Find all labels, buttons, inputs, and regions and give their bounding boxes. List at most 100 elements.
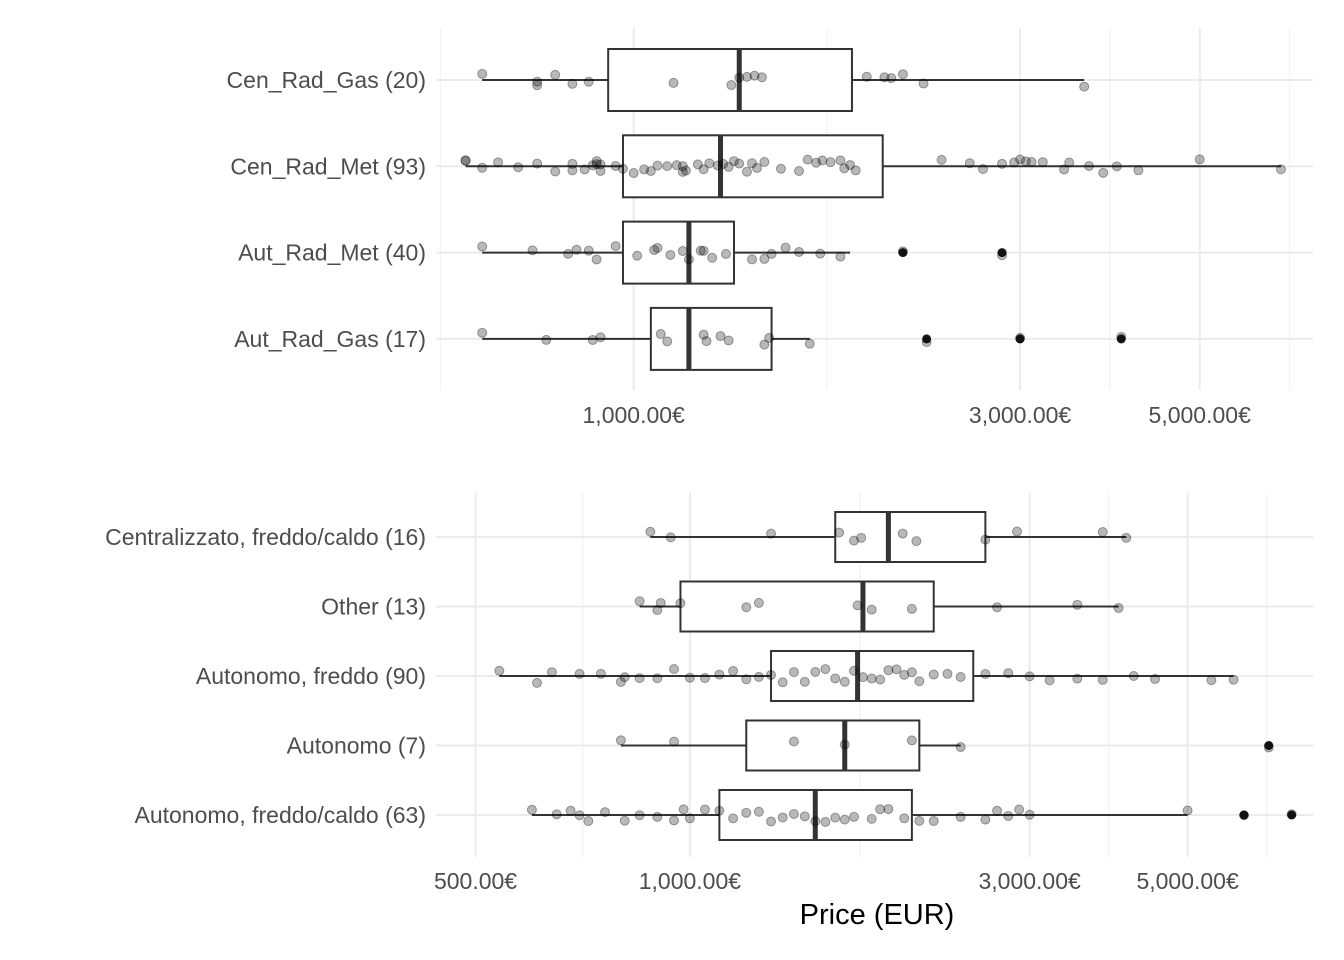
jitter-point: [587, 334, 598, 345]
jitter-point: [714, 669, 725, 680]
jitter-point: [665, 532, 676, 543]
jitter-point: [591, 254, 602, 265]
category-label: Cen_Rad_Gas (20): [227, 67, 426, 93]
jitter-point: [645, 166, 656, 177]
jitter-point: [857, 672, 868, 683]
jitter-point: [852, 600, 863, 611]
jitter-point: [753, 671, 764, 682]
jitter-point: [918, 78, 929, 89]
jitter-point: [1024, 671, 1035, 682]
jitter-point: [997, 158, 1008, 169]
jitter-point: [551, 809, 562, 820]
jitter-point: [698, 329, 709, 340]
jitter-point: [600, 807, 611, 818]
jitter-point: [715, 331, 726, 342]
jitter-point: [747, 158, 758, 169]
jitter-point: [955, 811, 966, 822]
jitter-point: [477, 241, 488, 252]
jitter-point: [749, 70, 760, 81]
jitter-point: [897, 246, 908, 257]
jitter-point: [804, 338, 815, 349]
jitter-point: [595, 668, 606, 679]
jitter-point: [1079, 81, 1090, 92]
jitter-point: [477, 68, 488, 79]
x-tick-label: 1,000.00€: [639, 868, 742, 894]
outlier-point: [922, 334, 932, 344]
jitter-point: [726, 80, 737, 91]
jitter-point: [1238, 810, 1249, 821]
jitter-point: [777, 812, 788, 823]
jitter-point: [810, 816, 821, 827]
jitter-point: [866, 604, 877, 615]
jitter-point: [634, 673, 645, 684]
jitter-point: [1020, 156, 1031, 167]
jitter-point: [513, 162, 524, 173]
outlier-point: [997, 248, 1007, 258]
jitter-point: [830, 812, 841, 823]
jitter-point: [720, 248, 731, 259]
jitter-point: [955, 742, 966, 753]
jitter-point: [820, 816, 831, 827]
jitter-point: [692, 159, 703, 170]
jitter-point: [683, 254, 694, 265]
jitter-point: [906, 667, 917, 678]
jitter-point: [1121, 532, 1132, 543]
jitter-point: [911, 536, 922, 547]
jitter-point: [866, 813, 877, 824]
jitter-point: [879, 72, 890, 83]
panel-air-conditioning: 500.00€ 1,000.00€ 3,000.00€ 5,000.00€ Centra…: [105, 493, 1313, 894]
jitter-point: [741, 674, 752, 685]
jitter-point: [579, 164, 590, 175]
jitter-point: [728, 665, 739, 676]
jitter-point: [493, 157, 504, 168]
jitter-point: [1084, 160, 1095, 171]
jitter-point: [639, 164, 650, 175]
jitter-point: [1072, 673, 1083, 684]
jitter-point: [875, 804, 886, 815]
jitter-point: [775, 163, 786, 174]
jitter-point: [684, 813, 695, 824]
jitter-point: [610, 160, 621, 171]
jitter-point: [571, 244, 582, 255]
jitter-point: [671, 160, 682, 171]
x-tick-label: 1,000.00€: [583, 402, 686, 428]
jitter-point: [583, 816, 594, 827]
jitter-point: [1014, 804, 1025, 815]
jitter-point: [980, 814, 991, 825]
jitter-point: [741, 166, 752, 177]
jitter-point: [634, 810, 645, 821]
jitter-point: [815, 248, 826, 259]
jitter-point: [936, 154, 947, 165]
jitter-point: [532, 80, 543, 91]
jitter-point: [835, 155, 846, 166]
jitter-point: [1206, 675, 1217, 686]
jitter-point: [587, 160, 598, 171]
box-iqr: [745, 719, 921, 772]
jitter-point: [718, 158, 729, 169]
panel-heating-type: 1,000.00€ 3,000.00€ 5,000.00€ Cen_Rad_Gas (…: [227, 28, 1313, 428]
jitter-point: [741, 602, 752, 613]
jitter-point: [526, 804, 537, 815]
jitter-point: [734, 72, 745, 83]
jitter-point: [848, 535, 859, 546]
x-tick-label: 3,000.00€: [969, 402, 1072, 428]
jitter-point: [652, 242, 663, 253]
jitter-point: [1003, 810, 1014, 821]
jitter-point: [793, 165, 804, 176]
jitter-point: [997, 250, 1008, 261]
jitter-point: [1024, 809, 1035, 820]
jitter-point: [698, 245, 709, 256]
jitter-point: [914, 676, 925, 687]
jitter-point: [532, 677, 543, 688]
jitter-point: [825, 157, 836, 168]
jitter-point: [669, 664, 680, 675]
jitter-point: [741, 807, 752, 818]
category-label: Autonomo, freddo/caldo (63): [134, 802, 426, 828]
jitter-point: [677, 246, 688, 257]
jitter-point: [802, 154, 813, 165]
jitter-point: [1128, 671, 1139, 682]
jitter-point: [546, 667, 557, 678]
jitter-point: [591, 156, 602, 167]
jitter-point: [734, 158, 745, 169]
jitter-point: [875, 674, 886, 685]
